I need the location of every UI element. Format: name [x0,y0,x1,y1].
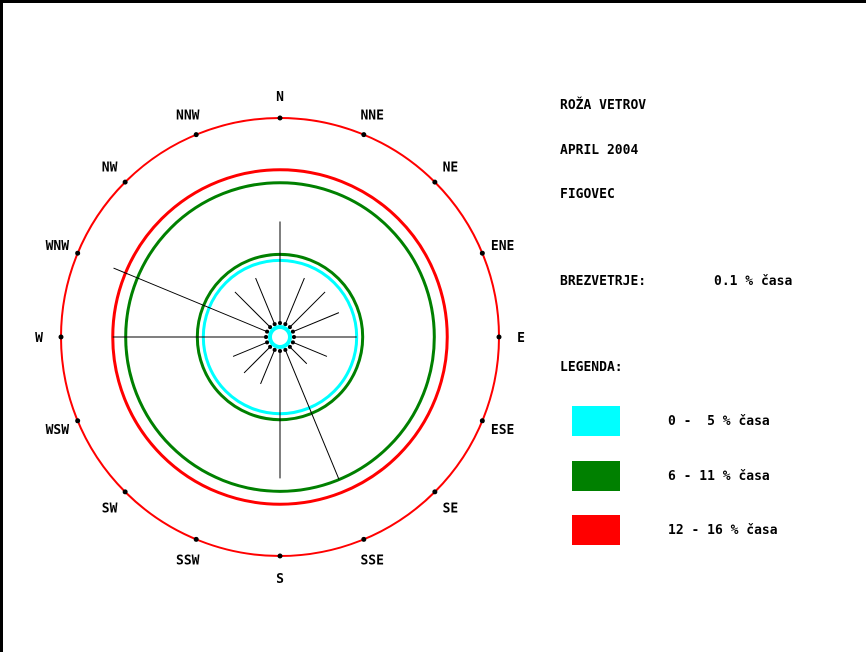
tick-n [277,115,283,121]
inner-dot-n [278,321,282,325]
tick-nnw [193,132,199,138]
inner-dot-e [292,335,296,339]
spoke-ese [290,341,328,357]
legend-swatch-green [572,461,620,491]
direction-label-wsw: WSW [46,423,70,438]
calm-value: 0.1 % časa [714,274,793,289]
spoke-nw [234,291,272,329]
spoke-ene [290,312,340,333]
tick-nne [361,132,367,138]
direction-label-nw: NW [102,161,118,176]
tick-ese [479,418,485,424]
legend-label-2: 6 - 11 % časa [668,469,770,484]
legend-label-3: 12 - 16 % časa [668,523,778,538]
title-line-2: APRIL 2004 [560,143,639,158]
tick-ne [432,179,438,185]
inner-dot-s [278,349,282,353]
spoke-sw [243,345,272,374]
tick-ene [479,250,485,256]
inner-dot-sse [283,347,288,352]
inner-dot-nnw [272,322,277,327]
tick-sse [361,536,367,542]
direction-label-ne: NE [443,161,459,176]
tick-ssw [193,536,199,542]
direction-label-ssw: SSW [176,554,200,569]
direction-label-ese: ESE [491,423,514,438]
legend-title: LEGENDA: [560,360,623,375]
title-line-3: FIGOVEC [560,187,615,202]
direction-label-n: N [276,90,284,105]
calm-circle [268,325,292,349]
inner-dot-wnw [265,329,270,334]
spoke-wsw [232,341,270,357]
tick-sw [122,489,128,495]
spoke-wnw [113,267,270,333]
tick-w [58,334,64,340]
title-line-1: ROŽA VETROV [560,98,647,113]
spoke-sse [284,347,340,480]
direction-label-se: SE [443,501,459,516]
inner-dot-ese [290,340,295,345]
calm-label: BREZVETRJE: [560,274,647,289]
spoke-nnw [255,277,276,327]
direction-label-sw: SW [102,501,118,516]
legend-label-1: 0 - 5 % časa [668,414,770,429]
tick-s [277,553,283,559]
direction-label-nnw: NNW [176,108,200,123]
direction-label-w: W [35,331,43,346]
spoke-ne [288,291,326,329]
inner-dot-sw [268,344,273,349]
tick-wnw [75,250,81,256]
spoke-se [288,345,308,365]
tick-e [496,334,502,340]
tick-nw [122,179,128,185]
legend-swatch-cyan [572,406,620,436]
direction-label-ene: ENE [491,239,514,254]
direction-label-wnw: WNW [46,239,70,254]
inner-dot-nne [283,322,288,327]
inner-dot-ssw [272,347,277,352]
spoke-nne [284,277,305,327]
inner-dot-nw [268,325,273,330]
direction-label-nne: NNE [360,108,383,123]
legend-swatch-red [572,515,620,545]
spoke-ssw [260,347,276,385]
direction-label-sse: SSE [360,554,383,569]
direction-label-e: E [517,331,525,346]
inner-dot-ne [287,325,292,330]
inner-dot-wsw [265,340,270,345]
inner-dot-se [287,344,292,349]
tick-se [432,489,438,495]
inner-dot-w [264,335,268,339]
inner-dot-ene [290,329,295,334]
direction-label-s: S [276,572,284,587]
tick-wsw [75,418,81,424]
